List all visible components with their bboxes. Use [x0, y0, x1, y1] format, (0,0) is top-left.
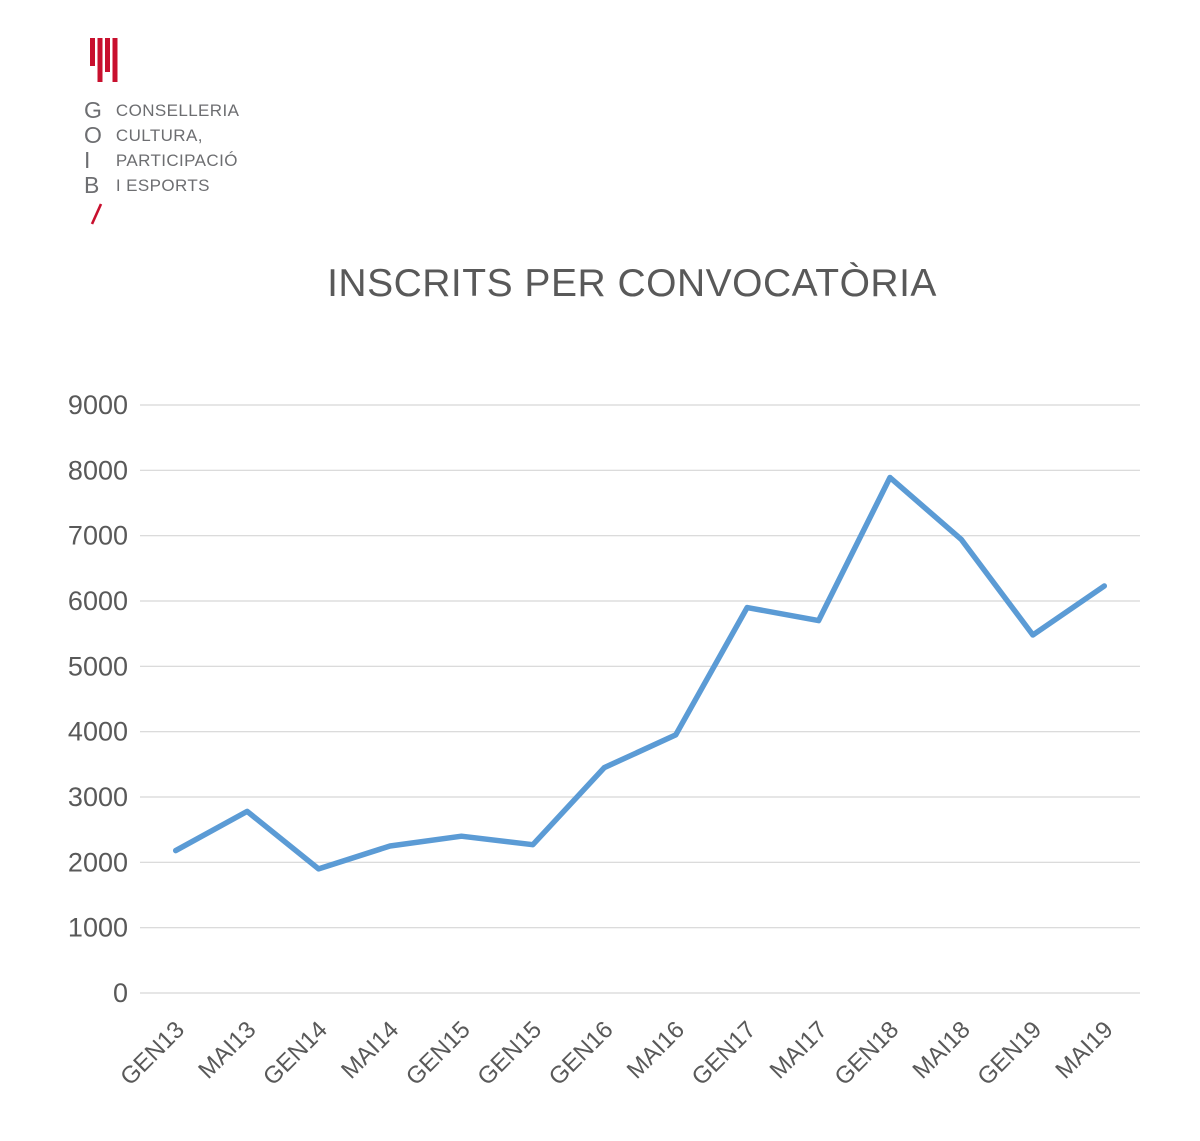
goib-letter: G [84, 97, 102, 123]
line-chart-canvas: 0 1000 2000 3000 4000 5000 6000 7000 8000 9000 GEN… [68, 390, 1140, 1091]
red-slash-icon [90, 203, 103, 225]
y-axis-tick-label: 5000 [68, 651, 128, 681]
x-axis-category-label: GEN15 [401, 1016, 476, 1091]
logo-body: G O I B CONSELLERIA CULTURA, PARTICIPACI… [84, 98, 239, 198]
x-axis-category-label: GEN15 [472, 1016, 547, 1091]
line-chart: 0 1000 2000 3000 4000 5000 6000 7000 8000 9000 GEN… [0, 360, 1200, 1141]
x-axis-category-label: GEN14 [258, 1016, 333, 1091]
series-line [172, 474, 1108, 872]
chart-title: INSCRITS PER CONVOCATÒRIA [327, 262, 937, 305]
x-axis-category-label: GEN17 [687, 1016, 762, 1091]
y-axis-tick-label: 0 [113, 978, 128, 1008]
y-axis-tick-label: 7000 [68, 521, 128, 551]
x-axis-category-label: MAI13 [193, 1016, 261, 1084]
goib-letter: I [84, 147, 91, 173]
x-axis-category-label: MAI18 [908, 1016, 976, 1084]
goib-logo: G O I B CONSELLERIA CULTURA, PARTICIPACI… [84, 38, 239, 226]
y-axis-tick-label: 4000 [68, 717, 128, 747]
y-axis-tick-label: 1000 [68, 913, 128, 943]
y-axis-tick-label: 6000 [68, 586, 128, 616]
x-axis-category-label: GEN13 [115, 1016, 190, 1091]
x-axis-category-label: GEN19 [972, 1016, 1047, 1091]
y-axis-tick-label: 9000 [68, 390, 128, 420]
y-axis-tick-label: 3000 [68, 782, 128, 812]
goib-letter: O [84, 122, 102, 148]
goib-letters: G O I B [84, 98, 102, 198]
y-axis-tick-label: 8000 [68, 455, 128, 485]
x-axis-category-label: GEN16 [544, 1016, 619, 1091]
department-line: PARTICIPACIÓ [115, 151, 238, 170]
x-axis-category-label: MAI19 [1050, 1016, 1118, 1084]
goib-shield-icon [90, 38, 118, 82]
x-axis-category-label: MAI17 [765, 1016, 833, 1084]
department-line: CULTURA, [115, 126, 203, 145]
department-line: I ESPORTS [115, 176, 210, 195]
y-axis-tick-label: 2000 [68, 847, 128, 877]
department-line: CONSELLERIA [115, 101, 240, 120]
x-axis-category-label: GEN18 [829, 1016, 904, 1091]
goib-letter: B [84, 172, 100, 198]
x-axis-category-label: MAI14 [336, 1016, 404, 1084]
x-axis-category-label: MAI16 [622, 1016, 690, 1084]
department-name: CONSELLERIA CULTURA, PARTICIPACIÓ I ESPO… [116, 98, 239, 198]
